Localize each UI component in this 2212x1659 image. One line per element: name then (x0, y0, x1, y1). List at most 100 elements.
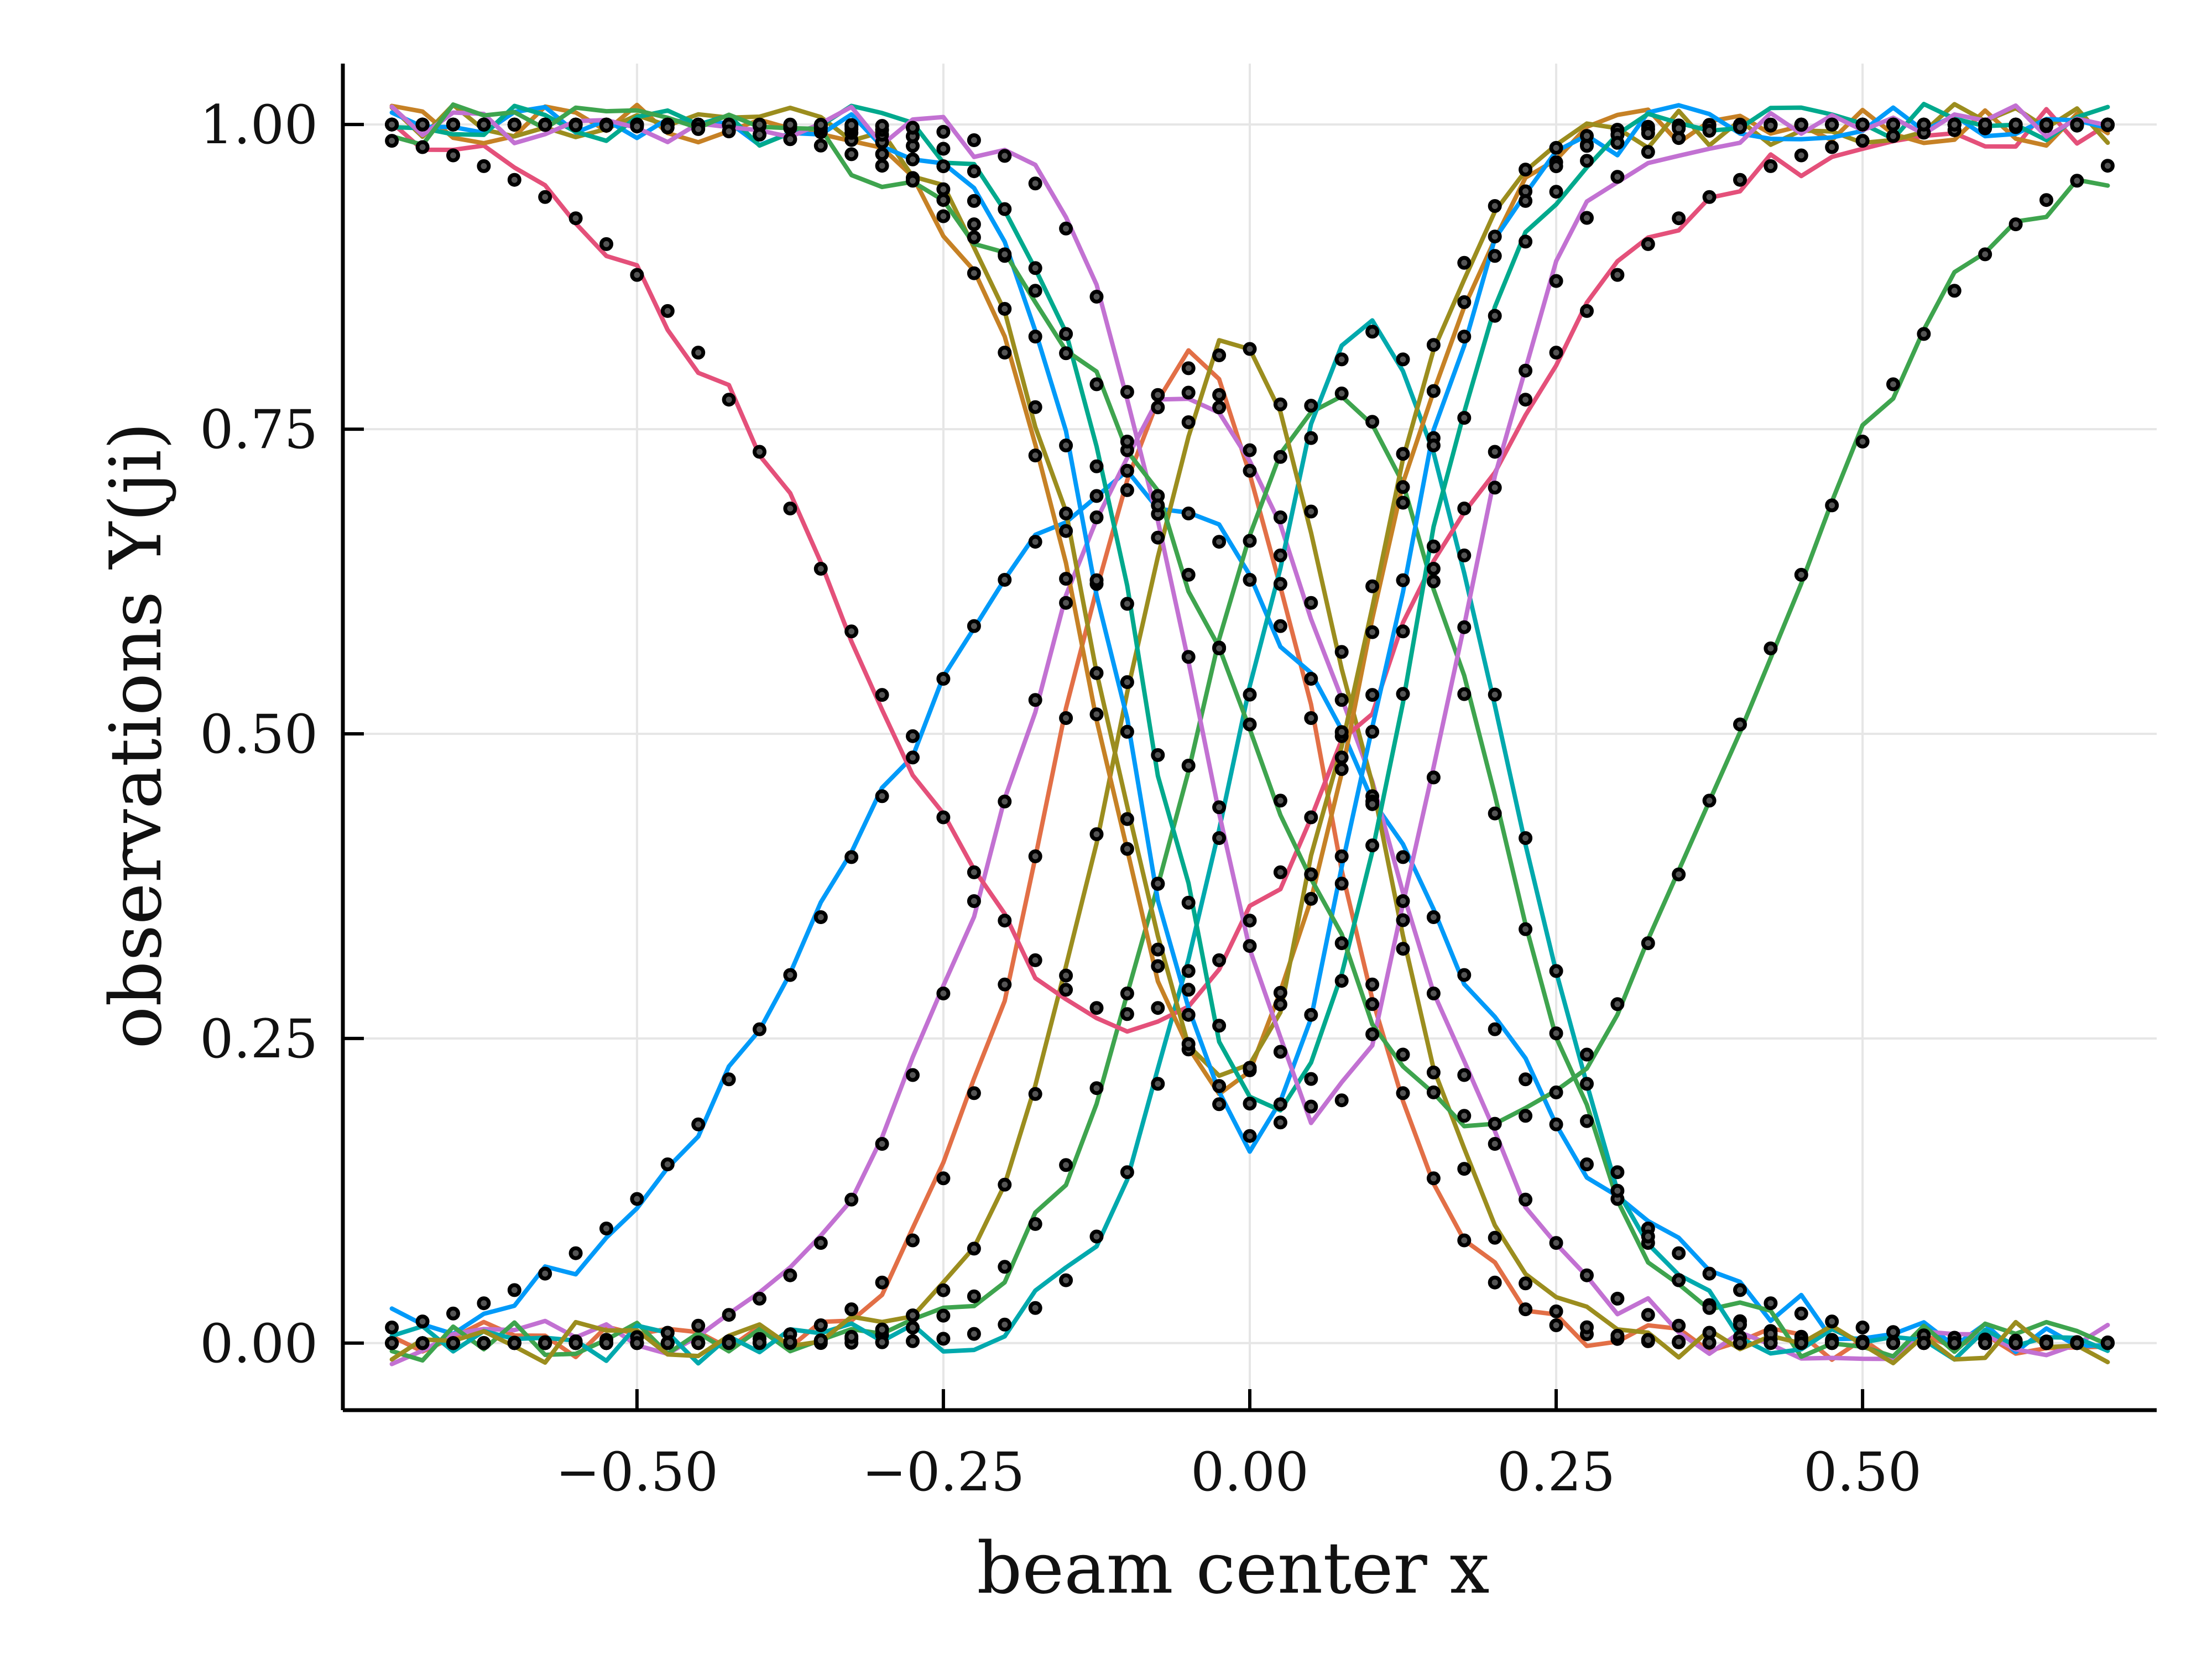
observation-point (1120, 812, 1134, 826)
observation-point (1365, 579, 1380, 593)
observation-point (1120, 483, 1134, 497)
observation-point (1457, 687, 1472, 701)
observation-point (1120, 1007, 1134, 1021)
observation-point (1334, 352, 1349, 367)
observation-point (1181, 1037, 1196, 1051)
observation-point (1457, 502, 1472, 515)
observation-point (2008, 1336, 2023, 1350)
observation-point (1028, 849, 1042, 863)
observation-point (1273, 1115, 1287, 1130)
observation-point (1519, 393, 1533, 407)
observation-point (1365, 724, 1380, 739)
observation-point (1273, 510, 1287, 524)
observation-point (568, 118, 583, 133)
observation-point (1488, 1137, 1502, 1151)
observation-point (1641, 237, 1655, 251)
observation-point (998, 794, 1012, 808)
observation-point (1120, 724, 1134, 739)
observation-point (967, 1327, 981, 1341)
observation-point (1794, 118, 1808, 132)
observation-point (936, 159, 951, 174)
observation-point (1396, 894, 1410, 908)
observation-point (1089, 459, 1104, 473)
observation-point (1426, 384, 1441, 398)
observation-point (1273, 985, 1287, 1000)
observation-point (1917, 1336, 1931, 1350)
observation-point (1764, 1336, 1778, 1350)
observation-point (1519, 363, 1533, 378)
observation-point (1181, 983, 1196, 997)
observation-point (783, 132, 797, 147)
observation-point (1702, 190, 1717, 204)
observation-point (691, 122, 706, 136)
observation-point (630, 1192, 644, 1206)
observation-point (1181, 567, 1196, 582)
observation-point (1610, 1183, 1625, 1198)
observation-point (1028, 1301, 1042, 1315)
observation-point (1825, 1314, 1839, 1329)
observation-point (875, 119, 889, 133)
observation-point (1334, 725, 1349, 739)
observation-point (1212, 641, 1227, 655)
observation-point (1549, 1236, 1563, 1250)
observation-point (660, 1157, 675, 1171)
observation-point (1426, 338, 1441, 352)
observation-point (936, 182, 951, 196)
observation-point (1672, 1246, 1686, 1260)
observation-point (1334, 936, 1349, 951)
x-tick-label: 0.25 (1497, 1441, 1615, 1503)
observation-point (1672, 1318, 1686, 1333)
observation-point (813, 1236, 828, 1250)
observation-point (1304, 867, 1318, 881)
observation-point (1243, 914, 1257, 928)
observation-point (1212, 800, 1227, 815)
observation-point (1243, 1061, 1257, 1075)
observation-point (1396, 573, 1410, 587)
observation-point (1059, 1158, 1073, 1172)
observation-point (1672, 867, 1686, 881)
observation-point (1426, 910, 1441, 924)
observation-point (2100, 159, 2115, 173)
observation-point (1610, 1328, 1625, 1343)
observation-point (1334, 1093, 1349, 1108)
observation-point (1978, 1336, 1992, 1350)
observation-point (1396, 480, 1410, 494)
observation-point (1059, 711, 1073, 725)
observation-point (1028, 448, 1042, 463)
observation-point (2008, 117, 2023, 132)
observation-point (568, 1336, 583, 1350)
observation-point (1426, 1065, 1441, 1079)
observation-point (1212, 1079, 1227, 1093)
observation-point (998, 202, 1012, 216)
observation-point (1488, 309, 1502, 323)
observation-point (936, 193, 951, 207)
observation-point (844, 1302, 859, 1317)
observation-point (599, 237, 613, 251)
observation-point (1733, 120, 1747, 134)
observation-point (967, 894, 981, 908)
observation-point (998, 1177, 1012, 1192)
observation-point (1610, 1291, 1625, 1306)
observation-point (1549, 185, 1563, 199)
observation-point (1457, 1233, 1472, 1248)
observation-point (691, 1336, 706, 1350)
observation-point (1212, 535, 1227, 549)
observation-point (660, 304, 675, 318)
observation-point (1089, 1081, 1104, 1095)
observation-point (1243, 342, 1257, 356)
observation-point (2100, 117, 2115, 132)
observation-point (1825, 498, 1839, 513)
observation-point (844, 1329, 859, 1344)
observation-point (1396, 1047, 1410, 1062)
observation-point (1028, 535, 1042, 549)
observation-point (1243, 463, 1257, 478)
observation-point (1886, 377, 1900, 392)
observation-point (1672, 1273, 1686, 1287)
observation-point (1488, 687, 1502, 702)
observation-point (1702, 1301, 1717, 1315)
observation-point (1365, 415, 1380, 429)
observation-point (1855, 435, 1870, 448)
observation-point (1396, 1086, 1410, 1100)
observation-point (630, 119, 644, 134)
observation-point (998, 1260, 1012, 1274)
